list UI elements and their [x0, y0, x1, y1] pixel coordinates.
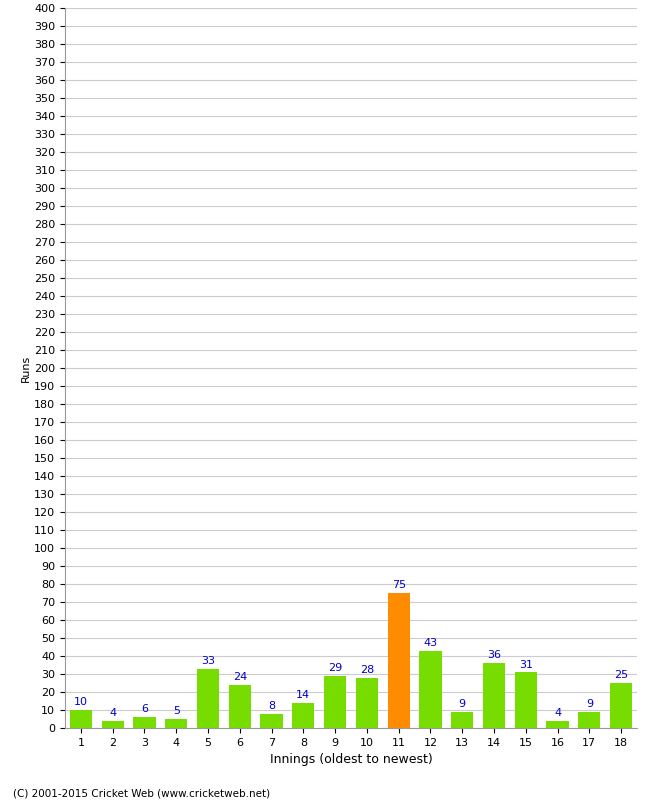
Bar	[197, 669, 219, 728]
Text: 9: 9	[459, 699, 466, 709]
Text: 4: 4	[554, 708, 561, 718]
Text: 36: 36	[487, 650, 501, 661]
Bar	[292, 703, 315, 728]
Text: 25: 25	[614, 670, 628, 680]
Bar	[101, 721, 124, 728]
Text: 31: 31	[519, 659, 533, 670]
Bar	[451, 712, 473, 728]
Bar	[387, 593, 410, 728]
Bar	[70, 710, 92, 728]
Text: 4: 4	[109, 708, 116, 718]
Bar	[515, 672, 537, 728]
Bar	[133, 718, 155, 728]
Text: 28: 28	[359, 665, 374, 675]
Text: (C) 2001-2015 Cricket Web (www.cricketweb.net): (C) 2001-2015 Cricket Web (www.cricketwe…	[13, 788, 270, 798]
Text: 29: 29	[328, 663, 343, 673]
Text: 43: 43	[423, 638, 437, 648]
Text: 6: 6	[141, 705, 148, 714]
Text: 33: 33	[201, 656, 215, 666]
Text: 10: 10	[74, 698, 88, 707]
Bar	[261, 714, 283, 728]
Text: 8: 8	[268, 701, 275, 711]
Text: 9: 9	[586, 699, 593, 709]
X-axis label: Innings (oldest to newest): Innings (oldest to newest)	[270, 754, 432, 766]
Text: 5: 5	[173, 706, 179, 716]
Bar	[165, 719, 187, 728]
Bar	[356, 678, 378, 728]
Bar	[229, 685, 251, 728]
Text: 14: 14	[296, 690, 311, 700]
Bar	[419, 650, 441, 728]
Bar	[610, 683, 632, 728]
Text: 24: 24	[233, 672, 247, 682]
Bar	[483, 663, 505, 728]
Text: 75: 75	[391, 580, 406, 590]
Y-axis label: Runs: Runs	[21, 354, 31, 382]
Bar	[547, 721, 569, 728]
Bar	[324, 676, 346, 728]
Bar	[578, 712, 601, 728]
